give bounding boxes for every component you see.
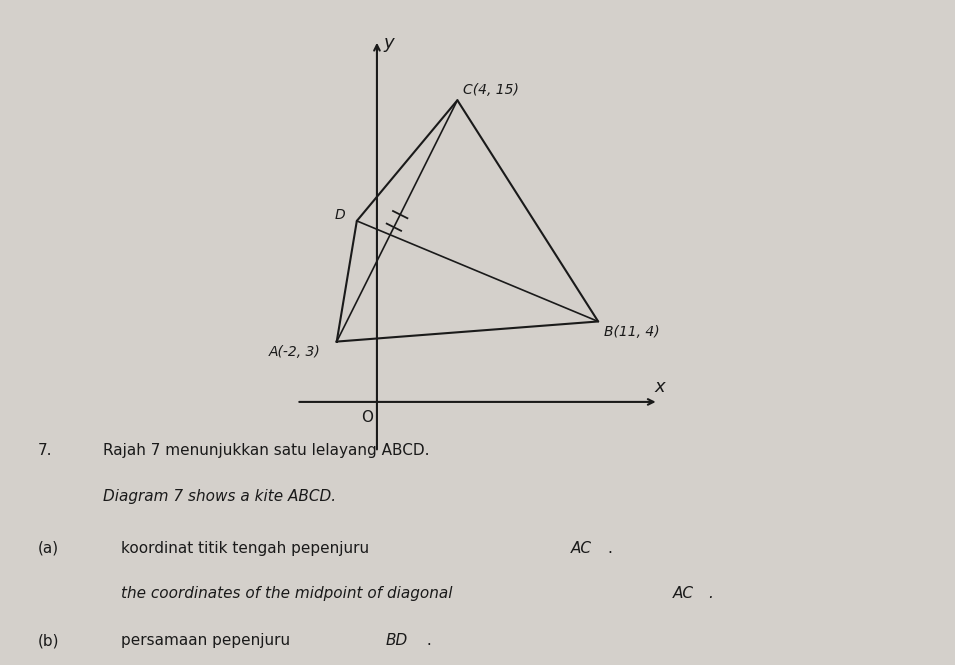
Text: persamaan pepenjuru: persamaan pepenjuru — [121, 633, 295, 648]
Text: x: x — [654, 378, 665, 396]
Text: D: D — [334, 208, 345, 222]
Text: (b): (b) — [38, 633, 59, 648]
Text: C(4, 15): C(4, 15) — [463, 83, 520, 97]
Text: (a): (a) — [38, 541, 59, 556]
Text: 7.: 7. — [38, 444, 53, 458]
Text: koordinat titik tengah pepenjuru: koordinat titik tengah pepenjuru — [121, 541, 374, 556]
Text: A(-2, 3): A(-2, 3) — [269, 344, 321, 358]
Text: Diagram 7 shows a kite ABCD.: Diagram 7 shows a kite ABCD. — [103, 489, 336, 503]
Text: y: y — [383, 34, 393, 52]
Text: B(11, 4): B(11, 4) — [605, 325, 660, 338]
Text: BD: BD — [385, 633, 408, 648]
Text: AC: AC — [672, 586, 693, 601]
Text: the coordinates of the midpoint of diagonal: the coordinates of the midpoint of diago… — [121, 586, 457, 601]
Text: AC: AC — [570, 541, 591, 556]
Text: .: . — [708, 586, 712, 601]
Text: Rajah 7 menunjukkan satu lelayang ABCD.: Rajah 7 menunjukkan satu lelayang ABCD. — [103, 444, 429, 458]
Text: O: O — [361, 410, 372, 425]
Text: .: . — [607, 541, 612, 556]
Text: .: . — [422, 633, 432, 648]
